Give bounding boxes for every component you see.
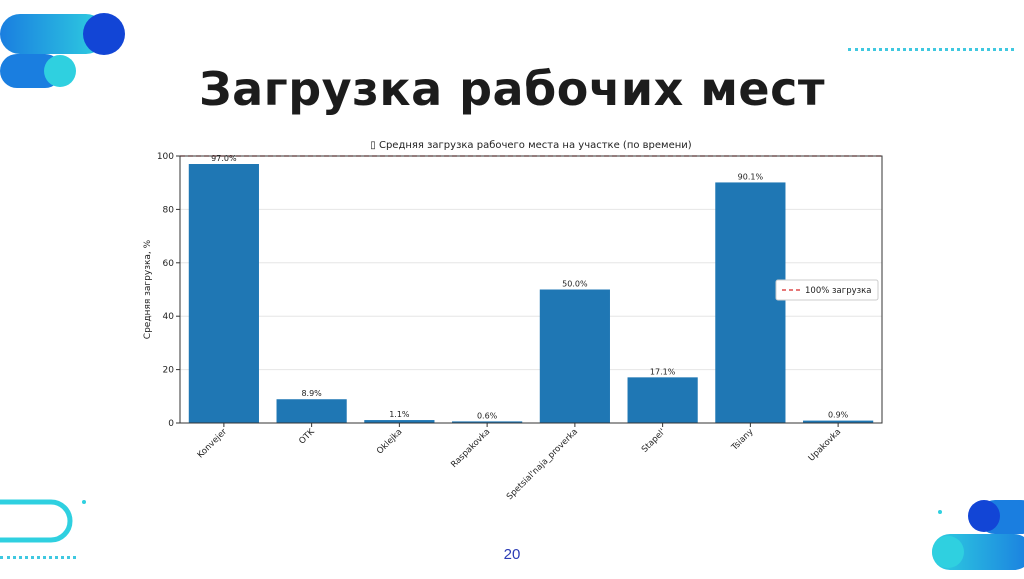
y-tick-label: 60 [163, 259, 175, 269]
bar-value-label: 50.0% [562, 280, 588, 289]
x-tick-label: Oklejka [375, 427, 404, 456]
x-tick-label: OTK [297, 427, 317, 447]
decor-top-left-shapes [0, 13, 125, 88]
y-tick-label: 20 [163, 366, 175, 376]
bar-2 [364, 420, 435, 423]
x-tick-label: Raspakovka [449, 427, 492, 470]
x-tick-label: Spetsial'naja_proverka [505, 427, 580, 502]
bar-value-label: 1.1% [389, 410, 410, 419]
bar-value-label: 17.1% [650, 367, 676, 376]
bar-6 [715, 182, 786, 423]
y-tick-label: 0 [168, 419, 174, 429]
legend-box [775, 279, 879, 301]
y-tick-label: 40 [163, 312, 175, 322]
slide-title: Загрузка рабочих мест [198, 62, 826, 116]
decor-bottom-right [920, 490, 1024, 574]
bar-7 [803, 420, 874, 423]
legend-label: 100% загрузка [805, 286, 872, 296]
decor-bottom-right-shapes [932, 500, 1024, 570]
y-tick-label: 80 [163, 205, 175, 215]
x-tick-label: Stapel' [640, 427, 668, 455]
bar-3 [452, 421, 523, 423]
bar-0 [188, 164, 259, 423]
bar-4 [539, 289, 610, 423]
bar-value-label: 0.6% [477, 411, 498, 420]
decor-dots-bottom-left [0, 556, 76, 559]
bar-value-label: 0.9% [828, 411, 849, 420]
plot-frame [179, 155, 883, 424]
page-number: 20 [503, 546, 521, 563]
bar-1 [276, 399, 347, 423]
bar-value-label: 97.0% [211, 154, 237, 163]
x-tick-label: Konvejer [196, 427, 230, 461]
bar-value-label: 8.9% [301, 389, 322, 398]
x-tick-label: Upakovka [807, 427, 844, 464]
decor-dots-top-right [848, 48, 1014, 51]
x-tick-label: Tsiany [729, 427, 755, 453]
decor-bottom-left [0, 490, 90, 570]
utilization-bar-chart: ▯ Средняя загрузка рабочего места на уча… [143, 140, 883, 502]
chart-title: ▯ Средняя загрузка рабочего места на уча… [370, 140, 692, 151]
bar-value-label: 90.1% [738, 172, 764, 181]
bar-5 [627, 377, 698, 423]
y-tick-label: 100 [157, 152, 174, 162]
decor-top-left [0, 0, 130, 100]
decor-bottom-left-shapes [0, 499, 86, 543]
y-axis-label: Средняя загрузка, % [143, 239, 153, 339]
